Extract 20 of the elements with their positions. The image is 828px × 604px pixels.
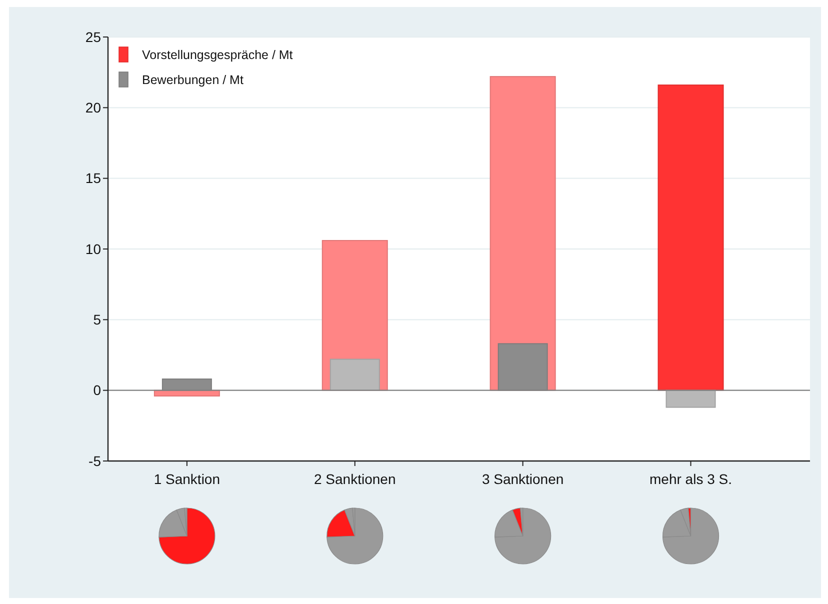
bar — [658, 84, 724, 391]
y-tick-label: 25 — [85, 28, 102, 45]
pie-slice — [326, 508, 384, 564]
y-tick-label: 20 — [85, 100, 102, 116]
x-tick-label: 2 Sanktionen — [314, 471, 396, 487]
pie-slice — [494, 508, 552, 564]
pie-slice — [158, 508, 216, 564]
y-tick-label: -5 — [88, 452, 102, 469]
legend-label: Bewerbungen / Mt — [142, 72, 244, 87]
x-tick-label: 1 Sanktion — [154, 471, 220, 487]
x-tick-label: 3 Sanktionen — [482, 471, 564, 487]
bar — [330, 358, 380, 391]
bar — [666, 390, 716, 408]
x-tick-label: mehr als 3 S. — [650, 471, 732, 487]
y-tick-label: 10 — [85, 240, 102, 257]
pie-slice — [662, 508, 720, 564]
y-tick-label: 5 — [93, 312, 102, 328]
legend-label: Vorstellungsgespräche / Mt — [142, 48, 294, 62]
y-tick-label: 0 — [93, 382, 102, 398]
y-tick-label: 15 — [85, 170, 102, 186]
